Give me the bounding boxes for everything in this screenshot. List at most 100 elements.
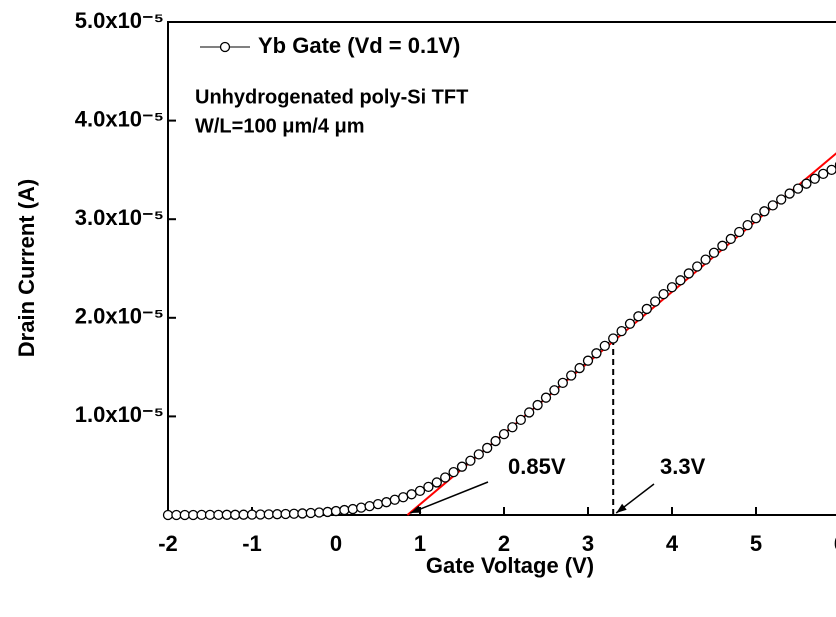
data-point <box>264 510 273 519</box>
data-point <box>256 510 265 519</box>
y-tick-label: 2.0x10⁻⁵ <box>75 304 164 329</box>
annotation: 0.85V <box>508 454 566 479</box>
data-point <box>432 478 441 487</box>
data-point <box>323 507 332 516</box>
note: Unhydrogenated poly-Si TFT <box>195 86 468 108</box>
data-point <box>516 415 525 424</box>
data-point <box>768 201 777 210</box>
data-point <box>449 468 458 477</box>
data-point <box>575 364 584 373</box>
x-tick-label: -2 <box>158 531 178 556</box>
data-point <box>617 327 626 336</box>
x-axis-label: Gate Voltage (V) <box>426 553 594 578</box>
data-point <box>357 503 366 512</box>
y-axis-label: Drain Current (A) <box>14 179 39 357</box>
y-tick-label: 1.0x10⁻⁵ <box>75 402 164 427</box>
data-point <box>525 408 534 417</box>
y-tick-label: 4.0x10⁻⁵ <box>75 106 164 131</box>
data-point <box>197 510 206 519</box>
data-point <box>592 349 601 358</box>
data-point <box>239 510 248 519</box>
data-point <box>290 509 299 518</box>
data-point <box>382 498 391 507</box>
data-point <box>802 179 811 188</box>
data-point <box>348 505 357 514</box>
x-tick-label: 2 <box>498 531 510 556</box>
arrow-head <box>616 504 626 513</box>
data-point <box>298 509 307 518</box>
data-point <box>777 195 786 204</box>
data-point <box>558 378 567 387</box>
data-point <box>466 456 475 465</box>
data-point <box>231 510 240 519</box>
legend-marker <box>221 43 230 52</box>
data-point <box>642 304 651 313</box>
data-point <box>483 443 492 452</box>
data-point <box>500 430 509 439</box>
data-point <box>306 509 315 518</box>
data-point <box>567 371 576 380</box>
legend-label: Yb Gate (Vd = 0.1V) <box>258 33 460 58</box>
data-point <box>609 334 618 343</box>
data-point <box>819 169 828 178</box>
data-point <box>508 423 517 432</box>
data-point <box>668 283 677 292</box>
data-point <box>794 184 803 193</box>
x-tick-label: 0 <box>330 531 342 556</box>
data-point <box>550 386 559 395</box>
x-tick-label: -1 <box>242 531 262 556</box>
data-point <box>785 189 794 198</box>
data-point <box>281 510 290 519</box>
data-point <box>710 248 719 257</box>
data-point <box>399 493 408 502</box>
y-tick-label: 5.0x10⁻⁵ <box>75 8 164 33</box>
data-point <box>743 221 752 230</box>
x-tick-label: 5 <box>750 531 762 556</box>
data-point <box>340 506 349 515</box>
annotation: 3.3V <box>660 454 706 479</box>
data-point <box>810 174 819 183</box>
data-point <box>491 437 500 446</box>
data-point <box>542 393 551 402</box>
data-point <box>676 276 685 285</box>
data-point <box>214 510 223 519</box>
data-point <box>365 502 374 511</box>
data-point <box>827 165 836 174</box>
note: W/L=100 μm/4 μm <box>195 115 365 137</box>
data-point <box>718 241 727 250</box>
data-point <box>206 510 215 519</box>
data-point <box>651 297 660 306</box>
data-point <box>407 490 416 499</box>
data-point <box>693 262 702 271</box>
x-tick-label: 1 <box>414 531 426 556</box>
data-point <box>416 486 425 495</box>
data-point <box>474 450 483 459</box>
data-point <box>374 500 383 509</box>
data-point <box>315 508 324 517</box>
data-point <box>332 507 341 516</box>
data-point <box>684 269 693 278</box>
data-point <box>424 482 433 491</box>
data-point <box>735 228 744 237</box>
data-point <box>189 511 198 520</box>
chart: Gate Voltage (V) Drain Current (A) -2 -1 0… <box>0 0 836 617</box>
data-point <box>600 341 609 350</box>
data-point <box>584 356 593 365</box>
data-point <box>760 207 769 216</box>
data-point <box>222 510 231 519</box>
data-point <box>390 495 399 504</box>
data-point <box>458 462 467 471</box>
data-point <box>164 511 173 520</box>
data-point <box>441 473 450 482</box>
data-point <box>701 255 710 264</box>
data-point <box>726 234 735 243</box>
data-point <box>248 510 257 519</box>
x-tick-label: 4 <box>666 531 679 556</box>
data-point <box>273 510 282 519</box>
data-point <box>659 290 668 299</box>
y-tick-label: 3.0x10⁻⁵ <box>75 205 164 230</box>
data-point <box>533 401 542 410</box>
x-tick-label: 3 <box>582 531 594 556</box>
series-line <box>168 165 836 515</box>
data-point <box>634 312 643 321</box>
